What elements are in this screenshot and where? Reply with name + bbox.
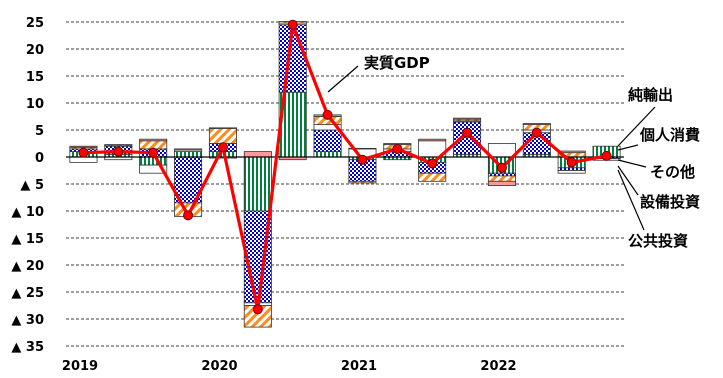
bar-segment bbox=[208, 127, 237, 144]
y-tick-label: ▲ 15 bbox=[11, 232, 44, 247]
y-tick-label: 15 bbox=[26, 70, 44, 85]
y-tick-label: 25 bbox=[26, 16, 44, 31]
bar-segment bbox=[487, 175, 516, 182]
bar-segment bbox=[174, 151, 203, 158]
label-capex-leader bbox=[617, 165, 639, 196]
x-axis-ticks: 2019 2020 2021 2022 bbox=[62, 359, 517, 374]
label-other-leader bbox=[617, 159, 647, 168]
bar-segment bbox=[313, 151, 342, 158]
bar-segment bbox=[139, 156, 168, 166]
gdp-point bbox=[462, 127, 473, 138]
bar-segment bbox=[348, 147, 377, 150]
gdp-point bbox=[357, 154, 368, 165]
gdp-point bbox=[392, 143, 403, 154]
y-tick-label: 5 bbox=[35, 124, 44, 139]
gdp-point bbox=[252, 304, 263, 315]
bar-segment bbox=[557, 170, 586, 174]
bar-segment bbox=[487, 180, 516, 187]
gdp-point bbox=[427, 158, 438, 169]
bar-segment bbox=[243, 151, 272, 158]
bar-segment bbox=[418, 172, 447, 182]
gdp-line-path bbox=[83, 23, 607, 311]
bar-segment bbox=[418, 138, 447, 142]
x-tick-label: 2022 bbox=[480, 359, 516, 374]
bar-segment bbox=[313, 129, 342, 153]
legend: 実質GDP 純輸出 個人消費 その他 設備投資 公共投資 bbox=[327, 54, 700, 250]
label-gdp: 実質GDP bbox=[364, 54, 430, 72]
bar-segment bbox=[557, 167, 586, 171]
label-gdp-leader bbox=[327, 65, 359, 93]
y-tick-label: ▲ 30 bbox=[11, 313, 44, 328]
y-tick-label: 20 bbox=[26, 43, 44, 58]
bar-segment bbox=[139, 164, 168, 174]
gdp-point bbox=[496, 162, 507, 173]
y-tick-label: 0 bbox=[35, 151, 44, 166]
y-tick-label: ▲ 20 bbox=[11, 259, 44, 274]
bar-segment bbox=[139, 138, 168, 142]
x-tick-label: 2019 bbox=[62, 359, 98, 374]
y-tick-label: ▲ 10 bbox=[11, 205, 44, 220]
bar-segment bbox=[208, 127, 237, 129]
gdp-line bbox=[78, 19, 612, 315]
gdp-point bbox=[322, 109, 333, 120]
y-tick-label: ▲ 25 bbox=[11, 286, 44, 301]
bar-segment bbox=[453, 121, 482, 155]
gdp-point bbox=[531, 127, 542, 138]
y-tick-label: 10 bbox=[26, 97, 44, 112]
label-consumption-leader bbox=[617, 144, 639, 151]
label-public-investment: 公共投資 bbox=[628, 232, 688, 250]
bars bbox=[69, 21, 621, 328]
bar-segment bbox=[243, 156, 272, 212]
y-axis-ticks: 25 20 15 10 5 0 ▲ 5 ▲ 10 ▲ 15 ▲ 20 ▲ 25 ▲ 30 ▲ 35 bbox=[11, 16, 44, 355]
gdp-point bbox=[78, 147, 89, 158]
label-capex: 設備投資 bbox=[640, 193, 700, 211]
gdp-point bbox=[287, 19, 298, 30]
bar-segment bbox=[487, 143, 516, 158]
gdp-point bbox=[113, 146, 124, 157]
label-net-exports-leader bbox=[617, 106, 656, 147]
gdp-point bbox=[148, 147, 159, 158]
bar-segment bbox=[453, 117, 482, 120]
bar-segment bbox=[522, 123, 551, 125]
label-public-investment-leader bbox=[617, 169, 645, 231]
x-tick-label: 2021 bbox=[341, 359, 377, 374]
gridlines bbox=[66, 21, 624, 347]
gdp-point bbox=[183, 210, 194, 221]
bar-segment bbox=[487, 172, 516, 177]
bar-segment bbox=[348, 180, 377, 184]
bar-segment bbox=[174, 148, 203, 151]
label-net-exports: 純輸出 bbox=[628, 86, 673, 104]
label-consumption: 個人消費 bbox=[639, 126, 700, 144]
x-tick-label: 2020 bbox=[201, 359, 237, 374]
bar-segment bbox=[69, 156, 98, 163]
gdp-point bbox=[217, 142, 228, 153]
bar-segment bbox=[104, 144, 133, 146]
gdp-point bbox=[601, 150, 612, 161]
y-tick-label: ▲ 5 bbox=[20, 178, 44, 193]
y-tick-label: ▲ 35 bbox=[11, 340, 44, 355]
gdp-point bbox=[566, 157, 577, 168]
bar-segment bbox=[69, 145, 98, 148]
label-other: その他 bbox=[650, 163, 695, 181]
